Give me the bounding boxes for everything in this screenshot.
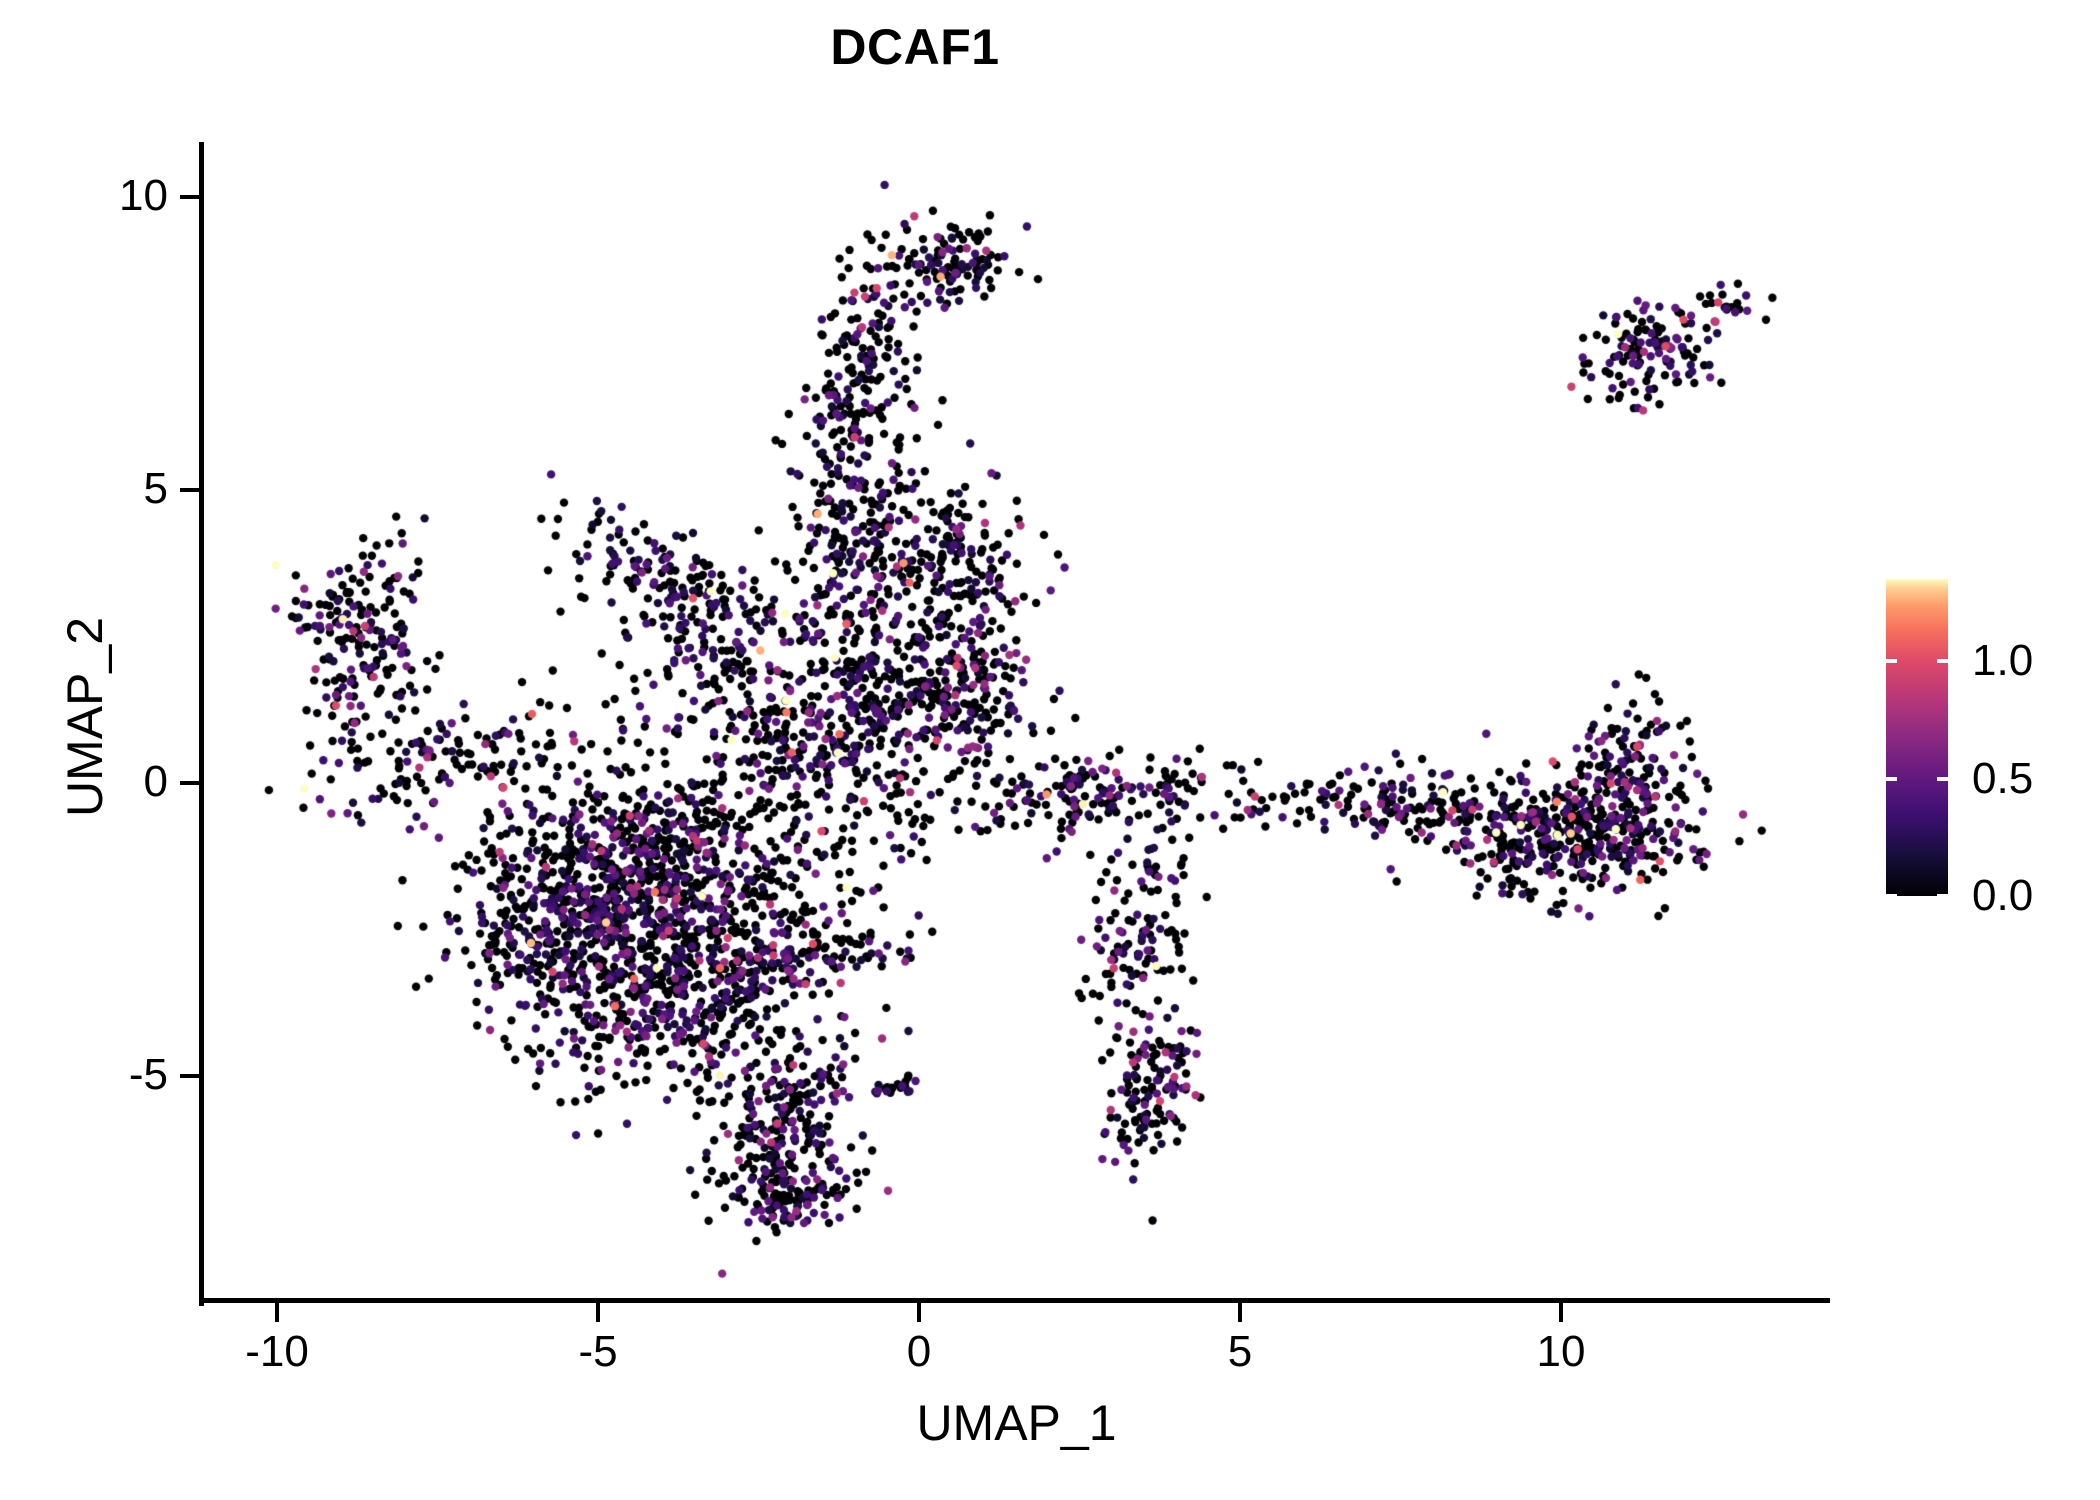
x-ticklabel--5: -5 (578, 1327, 618, 1376)
legend-tick-0.5 (1937, 776, 1948, 781)
legend-label-0.5: 0.5 (1972, 753, 2034, 803)
legend-tick-0.5 (1886, 776, 1897, 781)
x-tick-5 (1238, 1303, 1242, 1322)
y-tick--5 (180, 1074, 199, 1078)
y-tick-0 (180, 781, 199, 785)
legend-tick-0.0 (1937, 894, 1948, 898)
x-axis-line (199, 1298, 1830, 1303)
x-ticklabel-5: 5 (1227, 1327, 1253, 1376)
y-ticklabel--5: -5 (128, 1050, 168, 1099)
x-ticklabel-0: 0 (906, 1327, 932, 1376)
legend-label-1.0: 1.0 (1972, 636, 2034, 686)
colorbar-gradient (1886, 579, 1948, 896)
x-tick-0 (917, 1303, 921, 1322)
scatter-plot-canvas (203, 142, 1830, 1302)
y-tick-5 (180, 488, 199, 492)
x-ticklabel--10: -10 (245, 1327, 309, 1376)
page-title: DCAF1 (830, 19, 1000, 75)
y-ticklabel-5: 5 (143, 464, 168, 513)
legend-tick-1.0 (1886, 659, 1897, 664)
x-tick-10 (1559, 1303, 1563, 1322)
legend-tick-0.0 (1886, 894, 1897, 898)
x-ticklabel-10: 10 (1536, 1327, 1586, 1376)
y-axis-line (199, 142, 204, 1306)
legend-tick-1.0 (1937, 659, 1948, 664)
plot-panel (203, 142, 1830, 1302)
x-tick--10 (275, 1303, 279, 1322)
color-legend: 1.0 0.5 0.0 (1886, 579, 2096, 918)
y-ticklabel-10: 10 (119, 171, 168, 220)
y-ticklabel-0: 0 (143, 757, 168, 806)
y-axis-label: UMAP_2 (57, 616, 113, 818)
x-tick--5 (596, 1303, 600, 1322)
x-axis-label: UMAP_1 (916, 1395, 1117, 1451)
y-tick-10 (180, 195, 199, 199)
legend-label-0.0: 0.0 (1972, 871, 2034, 920)
